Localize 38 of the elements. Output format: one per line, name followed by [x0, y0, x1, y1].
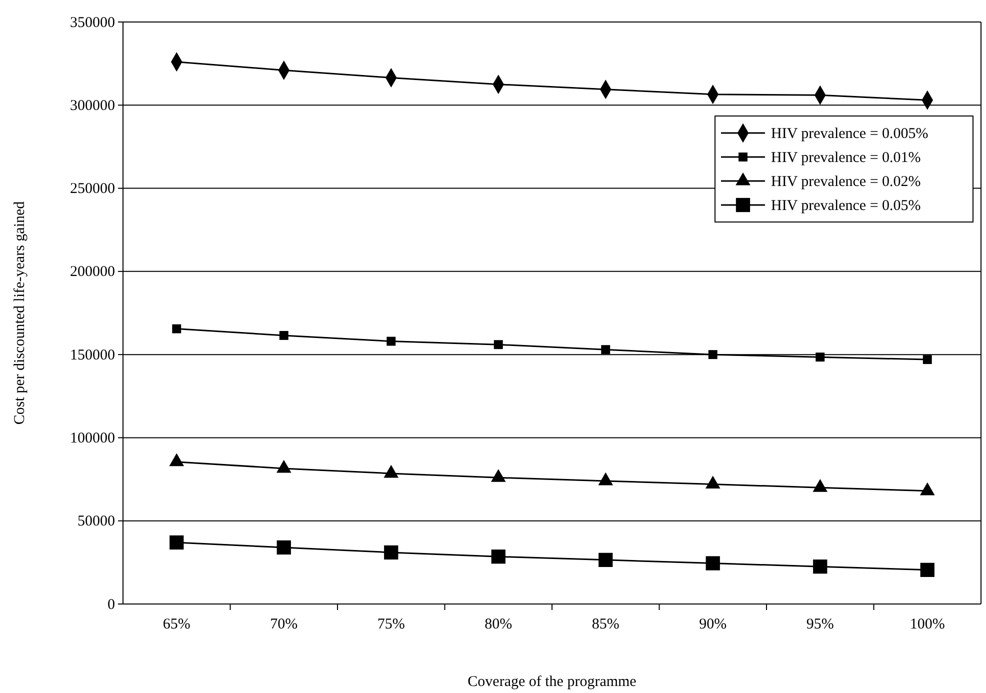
- x-tick-label: 70%: [270, 616, 298, 633]
- y-tick-label: 50000: [78, 514, 115, 530]
- point: [172, 324, 182, 334]
- x-tick-label: 100%: [910, 616, 945, 633]
- point: [384, 545, 398, 560]
- legend-label: HIV prevalence = 0.005%: [771, 126, 928, 142]
- y-tick-label: 350000: [70, 14, 115, 31]
- point: [813, 560, 828, 574]
- point: [816, 352, 825, 362]
- y-tick-label: 0: [108, 596, 115, 613]
- x-tick-label: 95%: [806, 616, 834, 633]
- point: [170, 535, 184, 550]
- point: [922, 355, 932, 364]
- y-tick-label: 200000: [70, 264, 115, 280]
- x-tick-label: 85%: [592, 616, 620, 633]
- point: [598, 552, 613, 568]
- x-tick-label: 65%: [162, 616, 190, 633]
- x-tick-label: 75%: [377, 616, 405, 633]
- y-tick-label: 150000: [70, 347, 115, 364]
- point: [276, 540, 291, 555]
- point: [491, 550, 506, 564]
- y-axis-title: Cost per discounted life-years gained: [12, 200, 28, 425]
- legend-label: HIV prevalence = 0.02%: [771, 174, 921, 190]
- legend-label: HIV prevalence = 0.05%: [771, 198, 921, 214]
- point: [706, 556, 720, 570]
- y-tick-label: 300000: [70, 98, 115, 114]
- point: [494, 340, 503, 350]
- x-tick-label: 80%: [484, 616, 512, 633]
- point: [920, 562, 934, 577]
- point: [279, 330, 288, 340]
- legend-label: HIV prevalence = 0.01%: [771, 150, 921, 166]
- point: [386, 336, 396, 346]
- point: [708, 350, 718, 360]
- y-tick-label: 250000: [70, 181, 115, 198]
- point: [601, 345, 610, 354]
- y-tick-label: 100000: [70, 430, 115, 447]
- x-tick-label: 90%: [699, 616, 727, 633]
- x-axis-title: Coverage of the programme: [468, 674, 637, 690]
